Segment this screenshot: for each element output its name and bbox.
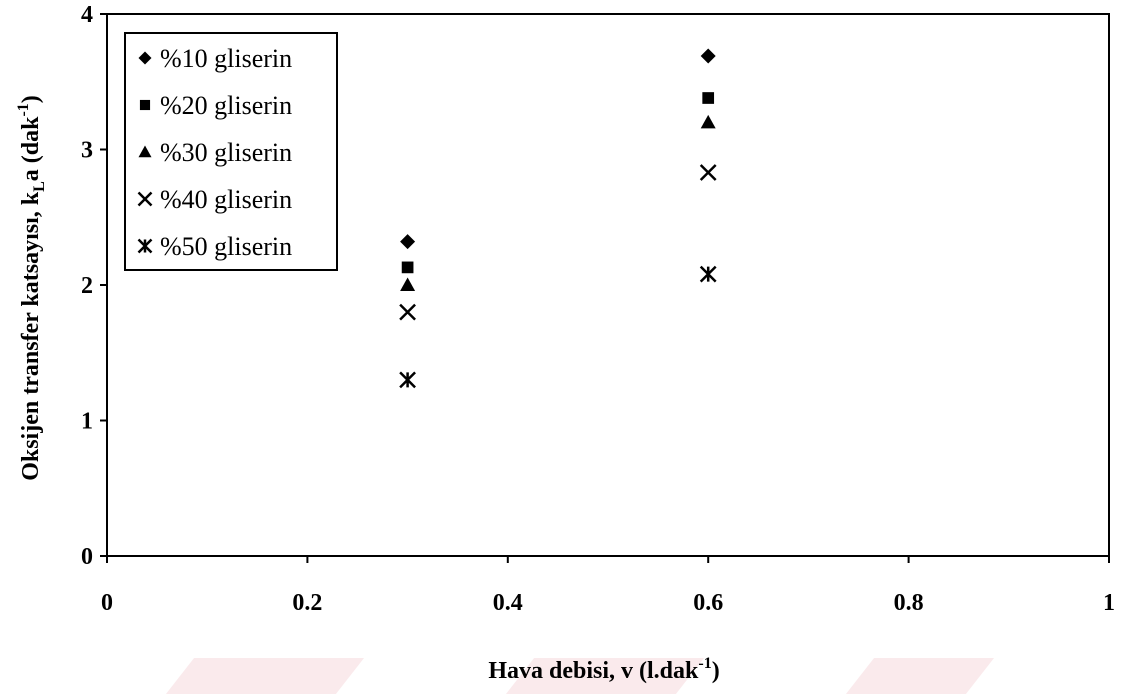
ticks: 0 0.2 0.4 0.6 0.8 1 0 1 2 3 4 (81, 2, 1115, 616)
x-axis-title: Hava debisi, v (l.dak-1) (488, 655, 719, 684)
y-tick-label: 4 (81, 2, 93, 28)
legend-marker-diamond (138, 51, 152, 65)
legend-box (124, 32, 338, 271)
data-point-cross (399, 303, 416, 321)
legend-label: %40 gliserin (160, 185, 292, 214)
legend-marker-triangle (138, 145, 152, 158)
data-point-diamond (700, 48, 716, 64)
legend-marker-cross (137, 191, 153, 207)
x-tick-label: 1 (1103, 590, 1115, 616)
data-point-square (702, 92, 715, 104)
legend-label: %50 gliserin (160, 232, 292, 261)
legend-marker-asterisk (137, 238, 153, 254)
legend-label: %10 gliserin (160, 44, 292, 73)
x-tick-label: 0.8 (894, 590, 924, 616)
x-tick-label: 0 (101, 590, 113, 616)
data-point-square (401, 261, 414, 274)
x-tick-label: 0.2 (292, 590, 322, 616)
data-point-cross (699, 164, 717, 181)
data-point-asterisk (399, 371, 416, 389)
x-tick-label: 0.6 (693, 590, 723, 616)
data-point-triangle (400, 277, 416, 291)
x-tick-label: 0.4 (493, 590, 523, 616)
y-tick-label: 2 (81, 273, 93, 299)
legend-marker-square (139, 99, 151, 111)
legend-label: %20 gliserin (160, 91, 292, 120)
y-tick-label: 3 (81, 138, 93, 164)
data-points (399, 48, 717, 389)
legend-label: %30 gliserin (160, 138, 292, 167)
y-tick-label: 1 (81, 409, 93, 435)
legend: %10 gliserin %20 gliserin %30 gliserin %40 … (124, 32, 338, 271)
data-point-diamond (400, 234, 416, 250)
y-axis-title: Oksijen transfer katsayısı, kLa (dak-1) (15, 95, 48, 481)
data-point-asterisk (699, 265, 717, 283)
data-point-triangle (700, 114, 716, 129)
y-tick-label: 0 (81, 544, 93, 570)
